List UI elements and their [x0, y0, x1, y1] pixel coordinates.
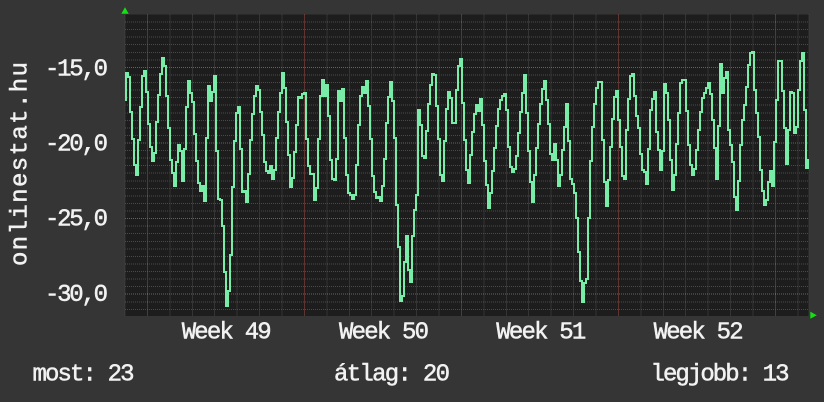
- svg-text:Week 50: Week 50: [339, 320, 429, 347]
- svg-text:Week 49: Week 49: [182, 320, 272, 347]
- svg-text:most: 23: most: 23: [33, 362, 135, 389]
- svg-text:Week 52: Week 52: [654, 320, 744, 347]
- svg-text:onlinestat.hu: onlinestat.hu: [8, 62, 35, 266]
- svg-text:-15,0: -15,0: [45, 56, 108, 83]
- svg-text:-30,0: -30,0: [45, 282, 108, 309]
- svg-text:Week 51: Week 51: [496, 320, 586, 347]
- svg-text:átlag: 20: átlag: 20: [334, 362, 450, 389]
- svg-text:-25,0: -25,0: [45, 207, 108, 234]
- svg-text:-20,0: -20,0: [45, 132, 108, 159]
- svg-text:legjobb: 13: legjobb: 13: [651, 362, 790, 389]
